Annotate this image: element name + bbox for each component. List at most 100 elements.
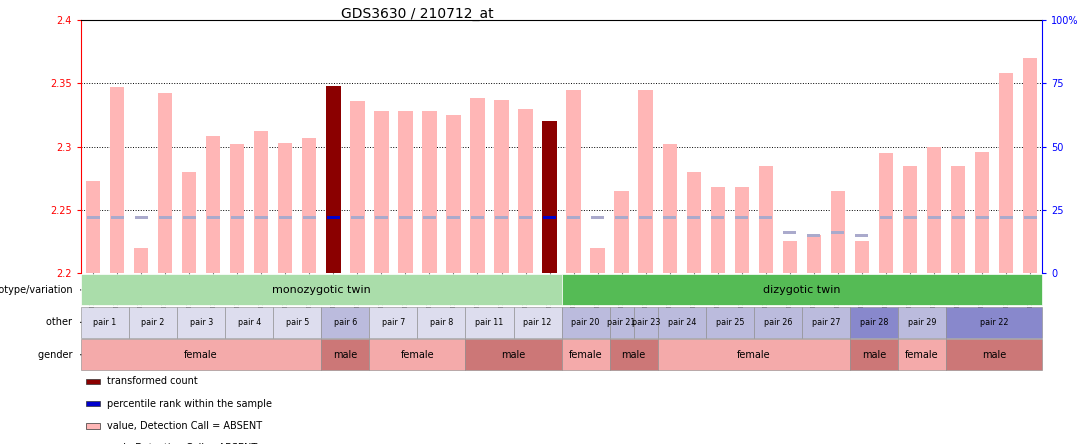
Bar bbox=[399, 216, 411, 219]
Text: pair 21: pair 21 bbox=[607, 318, 636, 327]
Bar bbox=[183, 216, 195, 219]
Bar bbox=[928, 216, 941, 219]
Text: other: other bbox=[46, 317, 76, 327]
Bar bbox=[230, 144, 244, 273]
Bar bbox=[446, 115, 461, 273]
Bar bbox=[687, 216, 700, 219]
Bar bbox=[807, 235, 821, 273]
Bar bbox=[181, 172, 197, 273]
Text: transformed count: transformed count bbox=[107, 377, 198, 386]
Bar bbox=[422, 111, 436, 273]
Bar bbox=[543, 216, 556, 219]
Bar bbox=[255, 216, 268, 219]
Bar bbox=[758, 166, 773, 273]
Text: pair 1: pair 1 bbox=[93, 318, 117, 327]
Bar bbox=[831, 191, 846, 273]
Text: rank, Detection Call = ABSENT: rank, Detection Call = ABSENT bbox=[107, 443, 257, 444]
Bar bbox=[206, 136, 220, 273]
Bar bbox=[783, 231, 796, 234]
Bar bbox=[879, 153, 893, 273]
Bar bbox=[85, 181, 100, 273]
Bar bbox=[423, 216, 436, 219]
Bar bbox=[950, 166, 966, 273]
Bar bbox=[927, 147, 942, 273]
Text: pair 28: pair 28 bbox=[860, 318, 888, 327]
Bar bbox=[110, 216, 123, 219]
Bar bbox=[879, 216, 892, 219]
Text: percentile rank within the sample: percentile rank within the sample bbox=[107, 399, 272, 408]
Bar bbox=[854, 242, 869, 273]
Text: pair 7: pair 7 bbox=[381, 318, 405, 327]
Bar bbox=[832, 231, 845, 234]
Bar bbox=[1024, 216, 1037, 219]
Bar bbox=[254, 131, 269, 273]
Bar bbox=[951, 216, 964, 219]
Bar bbox=[735, 216, 748, 219]
Bar bbox=[975, 151, 989, 273]
Text: female: female bbox=[185, 350, 218, 360]
Bar bbox=[1000, 216, 1013, 219]
Bar bbox=[495, 100, 509, 273]
Bar bbox=[1023, 58, 1038, 273]
Bar bbox=[591, 248, 605, 273]
Text: GDS3630 / 210712_at: GDS3630 / 210712_at bbox=[341, 7, 494, 21]
Bar bbox=[134, 248, 148, 273]
Bar bbox=[616, 216, 629, 219]
Bar bbox=[734, 187, 750, 273]
Bar bbox=[278, 143, 293, 273]
Bar bbox=[302, 138, 316, 273]
Text: pair 12: pair 12 bbox=[524, 318, 552, 327]
Bar bbox=[999, 73, 1013, 273]
Bar bbox=[808, 234, 821, 237]
Text: pair 22: pair 22 bbox=[980, 318, 1009, 327]
Text: pair 8: pair 8 bbox=[430, 318, 454, 327]
Text: male: male bbox=[622, 350, 646, 360]
Text: female: female bbox=[401, 350, 434, 360]
Bar bbox=[639, 216, 652, 219]
Bar bbox=[206, 216, 219, 219]
Bar bbox=[759, 216, 772, 219]
Text: pair 23: pair 23 bbox=[632, 318, 660, 327]
Bar bbox=[159, 216, 172, 219]
Bar bbox=[350, 101, 365, 273]
Text: pair 24: pair 24 bbox=[667, 318, 696, 327]
Bar bbox=[783, 242, 797, 273]
Text: female: female bbox=[569, 350, 603, 360]
Bar bbox=[279, 216, 292, 219]
Text: gender: gender bbox=[38, 350, 76, 360]
Text: pair 3: pair 3 bbox=[189, 318, 213, 327]
Text: female: female bbox=[737, 350, 771, 360]
Text: pair 5: pair 5 bbox=[285, 318, 309, 327]
Bar bbox=[904, 216, 917, 219]
Bar bbox=[663, 216, 676, 219]
Text: genotype/variation: genotype/variation bbox=[0, 285, 76, 295]
Text: pair 6: pair 6 bbox=[334, 318, 357, 327]
Bar bbox=[375, 216, 388, 219]
Bar bbox=[518, 108, 532, 273]
Text: dizygotic twin: dizygotic twin bbox=[764, 285, 840, 295]
Bar bbox=[447, 216, 460, 219]
Bar bbox=[975, 216, 988, 219]
Bar bbox=[399, 111, 413, 273]
Text: pair 25: pair 25 bbox=[716, 318, 744, 327]
Text: female: female bbox=[905, 350, 939, 360]
Bar bbox=[615, 191, 629, 273]
Bar bbox=[302, 216, 315, 219]
Text: pair 26: pair 26 bbox=[764, 318, 792, 327]
Bar bbox=[638, 90, 653, 273]
Bar bbox=[471, 216, 484, 219]
Bar bbox=[86, 216, 99, 219]
Bar bbox=[567, 216, 580, 219]
Text: pair 29: pair 29 bbox=[908, 318, 936, 327]
Bar bbox=[662, 144, 677, 273]
Bar bbox=[855, 234, 868, 237]
Bar bbox=[591, 216, 604, 219]
Bar bbox=[110, 87, 124, 273]
Bar bbox=[711, 187, 725, 273]
Text: male: male bbox=[501, 350, 526, 360]
Bar bbox=[158, 93, 173, 273]
Text: pair 11: pair 11 bbox=[475, 318, 503, 327]
Bar bbox=[135, 216, 148, 219]
Text: male: male bbox=[982, 350, 1007, 360]
Bar bbox=[351, 216, 364, 219]
